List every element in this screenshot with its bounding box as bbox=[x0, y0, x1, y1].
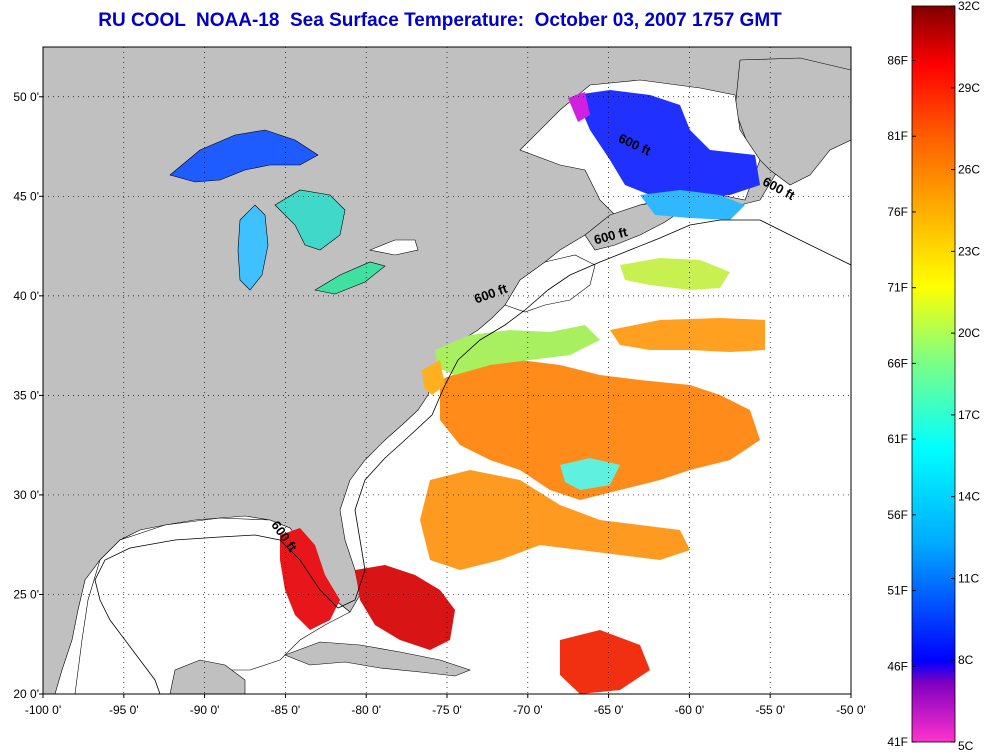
sst-labrador-cold bbox=[575, 90, 760, 198]
y-tick-label: 25 0' bbox=[13, 587, 39, 601]
colorbar-gradient bbox=[911, 5, 956, 743]
colorbar-celsius-label: 26C bbox=[958, 163, 980, 177]
sst-chesapeake-warm bbox=[422, 360, 445, 395]
x-tick-label: -80 0' bbox=[351, 703, 381, 717]
sst-gulf-stream-core bbox=[440, 360, 760, 500]
x-tick-label: -65 0' bbox=[594, 703, 624, 717]
y-tick-label: 45 0' bbox=[13, 189, 39, 203]
sst-bahamas-warm bbox=[355, 565, 455, 650]
colorbar-celsius-label: 23C bbox=[958, 244, 980, 258]
sst-warm-east bbox=[610, 318, 765, 352]
lake-erie bbox=[314, 261, 386, 295]
colorbar-fahrenheit-label: 46F bbox=[887, 659, 908, 673]
colorbar-celsius-label: 29C bbox=[958, 81, 980, 95]
x-tick-label: -60 0' bbox=[675, 703, 705, 717]
land-newfoundland bbox=[734, 57, 851, 186]
lake-huron bbox=[274, 189, 346, 251]
colorbar-celsius-labels: 32C 29C 26C 23C 20C 17C 14C 11C 8C 5C bbox=[951, 0, 980, 753]
sst-cold-cyan-patch bbox=[560, 458, 620, 490]
sst-georges-bank bbox=[620, 258, 730, 290]
lake-michigan bbox=[237, 204, 269, 291]
x-axis-ticks: -100 0' -95 0' -90 0' -85 0' -80 0' -75 0' -70… bbox=[25, 694, 866, 717]
y-tick-label: 35 0' bbox=[13, 388, 39, 402]
x-tick-label: -90 0' bbox=[190, 703, 220, 717]
colorbar-fahrenheit-labels: 86F 81F 76F 71F 66F 61F 56F 51F 46F 41F bbox=[887, 54, 916, 749]
y-tick-label: 20 0' bbox=[13, 687, 39, 701]
x-tick-label: -100 0' bbox=[25, 703, 61, 717]
map-title: RU COOL NOAA-18 Sea Surface Temperature:… bbox=[98, 10, 782, 31]
lake-superior bbox=[169, 129, 319, 183]
colorbar-fahrenheit-label: 56F bbox=[887, 508, 908, 522]
colorbar-fahrenheit-label: 51F bbox=[887, 584, 908, 598]
x-tick-label: -75 0' bbox=[432, 703, 462, 717]
sst-caribbean-warm bbox=[560, 630, 650, 694]
lake-ontario bbox=[368, 239, 419, 256]
y-axis-ticks: 50 0' 45 0' 40 0' 35 0' 30 0' 25 0' 20 0' bbox=[13, 90, 43, 701]
colorbar: 32C 29C 26C 23C 20C 17C 14C 11C 8C 5C 86F 81F 76F 71… bbox=[887, 0, 980, 753]
colorbar-fahrenheit-label: 81F bbox=[887, 129, 908, 143]
isobath-600ft bbox=[94, 219, 851, 694]
y-tick-label: 40 0' bbox=[13, 289, 39, 303]
colorbar-celsius-label: 20C bbox=[958, 326, 980, 340]
colorbar-celsius-label: 5C bbox=[958, 739, 974, 753]
colorbar-fahrenheit-label: 61F bbox=[887, 432, 908, 446]
colorbar-celsius-label: 14C bbox=[958, 490, 980, 504]
x-tick-label: -55 0' bbox=[755, 703, 785, 717]
sst-florida-gulf-warm bbox=[280, 528, 340, 630]
colorbar-celsius-label: 32C bbox=[958, 0, 980, 13]
colorbar-fahrenheit-label: 41F bbox=[887, 735, 908, 749]
colorbar-fahrenheit-label: 71F bbox=[887, 281, 908, 295]
sst-labrador-violet bbox=[568, 92, 590, 122]
land-yucatan bbox=[169, 659, 246, 694]
sst-nova-scotia-shelf bbox=[640, 190, 745, 220]
land-cuba bbox=[284, 641, 471, 677]
colorbar-celsius-label: 8C bbox=[958, 653, 974, 667]
map-content bbox=[43, 47, 851, 694]
colorbar-celsius-label: 11C bbox=[958, 571, 979, 585]
sst-sargasso-south bbox=[420, 470, 690, 570]
x-tick-label: -70 0' bbox=[513, 703, 543, 717]
sst-data bbox=[280, 90, 765, 694]
x-tick-label: -50 0' bbox=[836, 703, 866, 717]
colorbar-celsius-label: 17C bbox=[958, 408, 980, 422]
sst-mid-atlantic-cool bbox=[435, 325, 600, 375]
colorbar-fahrenheit-label: 66F bbox=[887, 356, 908, 370]
y-tick-label: 30 0' bbox=[13, 488, 39, 502]
y-tick-label: 50 0' bbox=[13, 90, 39, 104]
colorbar-fahrenheit-label: 76F bbox=[887, 205, 908, 219]
colorbar-fahrenheit-label: 86F bbox=[887, 54, 908, 68]
x-tick-label: -85 0' bbox=[271, 703, 301, 717]
x-tick-label: -95 0' bbox=[109, 703, 139, 717]
